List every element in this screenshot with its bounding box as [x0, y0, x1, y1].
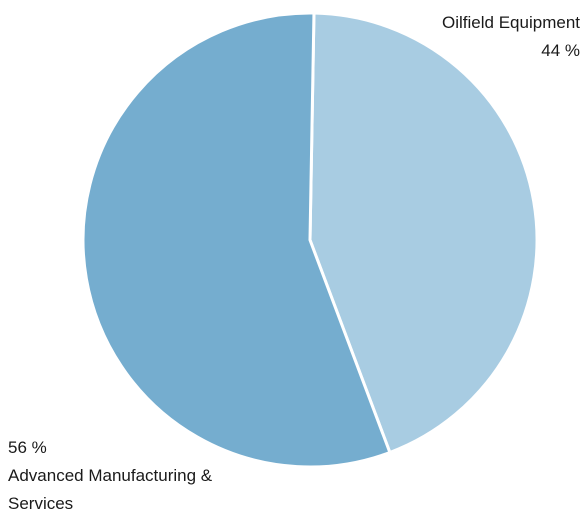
label-advanced-manufacturing-name-line2: Services [8, 494, 73, 513]
slice-oilfield-equipment [308, 11, 539, 454]
slice-advanced-manufacturing-services [81, 11, 392, 469]
label-advanced-manufacturing-name-line1: Advanced Manufacturing & [8, 466, 213, 485]
label-oilfield-equipment-name: Oilfield Equipment [442, 13, 580, 32]
label-oilfield-equipment-value: 44 % [541, 41, 580, 60]
label-advanced-manufacturing-value: 56 % [8, 438, 47, 457]
pie-slices [81, 11, 539, 469]
